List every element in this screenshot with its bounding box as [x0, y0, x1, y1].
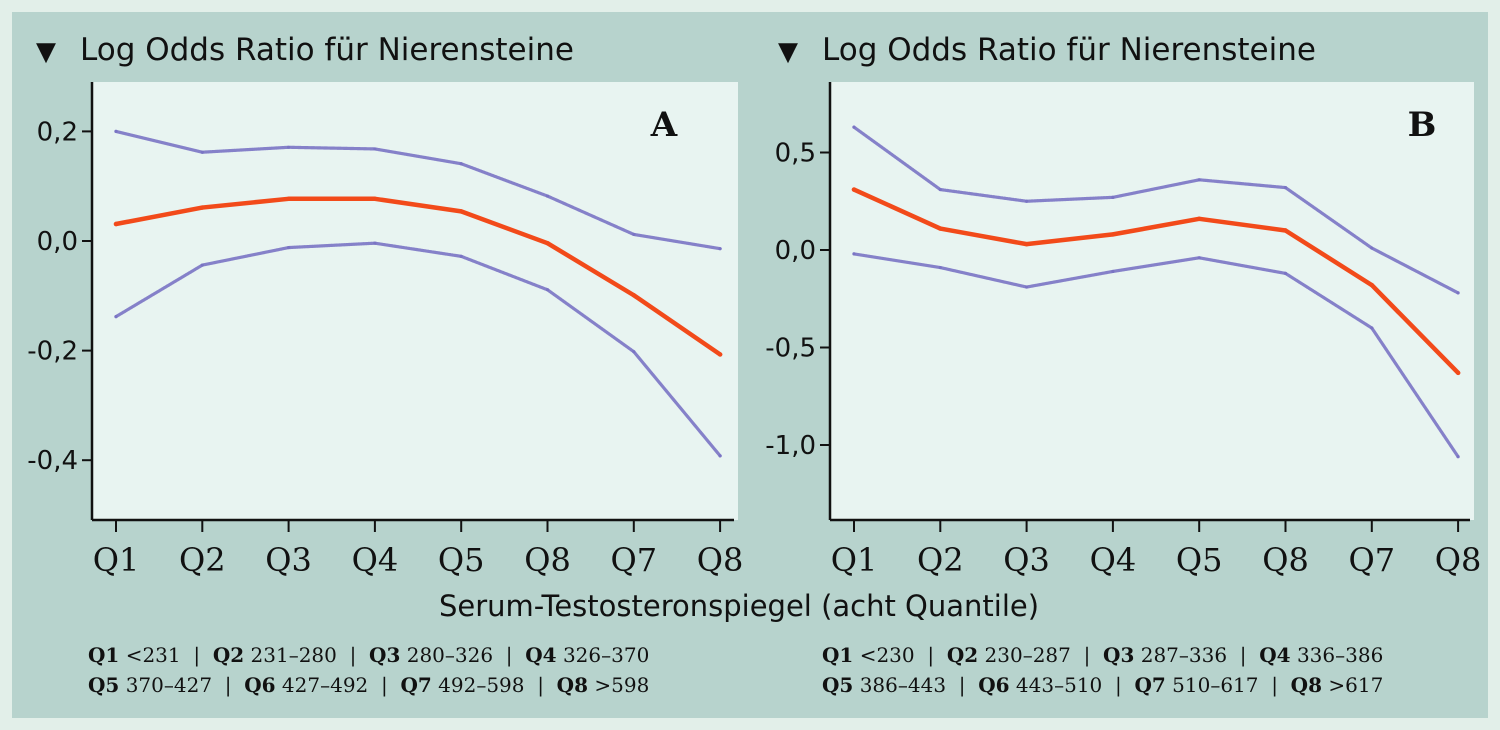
legend-line-1-b: Q1 <230 | Q2 230–287 | Q3 287–336 | Q4 3…: [822, 643, 1384, 667]
x-tick-label-a: Q8: [524, 541, 571, 579]
chart-canvas: ▼ Log Odds Ratio für Nierensteine A 0,2 0,0 -…: [27, 32, 1482, 623]
data-point-lower-a: [718, 454, 722, 458]
data-point-estimate-b: [1455, 370, 1461, 376]
data-point-upper-a: [200, 150, 204, 154]
x-tick-label-a: Q2: [179, 541, 226, 579]
data-point-estimate-b: [1024, 241, 1029, 247]
figure-frame: ▼ Log Odds Ratio für Nierensteine A 0,2 0,0 -…: [12, 12, 1488, 718]
panel-label-a: A: [650, 105, 678, 145]
data-point-upper-b: [1111, 195, 1115, 199]
data-point-lower-b: [1283, 271, 1288, 275]
data-point-upper-b: [1025, 199, 1029, 203]
x-tick-label-b: Q2: [917, 541, 964, 579]
plot-area-b: [830, 82, 1474, 520]
x-tick-label-b: Q1: [831, 541, 878, 579]
data-point-lower-b: [1025, 285, 1029, 289]
y-tick-label-b: 0,5: [775, 139, 816, 169]
x-tick-label-b: Q4: [1090, 541, 1137, 579]
x-tick-label-a: Q1: [93, 541, 140, 579]
data-point-estimate-a: [717, 352, 723, 357]
x-tick-label-b: Q5: [1176, 541, 1223, 579]
data-point-lower-b: [1197, 256, 1201, 260]
data-point-lower-a: [287, 245, 291, 250]
triangle-marker-a: ▼: [36, 37, 56, 67]
series-line-estimate-a: [113, 196, 723, 357]
x-tick-label-b: Q8: [1435, 541, 1482, 579]
data-point-lower-a: [459, 254, 463, 258]
panel-title-a: Log Odds Ratio für Nierensteine: [80, 32, 574, 68]
x-tick-label-a: Q8: [697, 541, 744, 579]
data-point-lower-a: [545, 288, 550, 292]
data-point-upper-b: [1283, 186, 1288, 190]
y-tick-label-a: -0,2: [27, 337, 78, 367]
data-point-upper-a: [632, 232, 636, 237]
data-point-lower-a: [200, 263, 204, 267]
data-point-estimate-a: [372, 196, 378, 202]
y-tick-label-b: -0,5: [765, 334, 816, 364]
data-point-lower-b: [1370, 326, 1374, 330]
data-point-upper-a: [459, 162, 463, 166]
data-point-lower-b: [938, 265, 942, 270]
x-tick-label-a: Q5: [438, 541, 485, 579]
x-tick-label-b: Q7: [1349, 541, 1396, 579]
data-point-estimate-a: [459, 209, 464, 214]
data-point-estimate-b: [851, 187, 857, 192]
data-point-lower-b: [852, 252, 856, 256]
data-point-estimate-a: [200, 205, 205, 210]
triangle-marker-b: ▼: [778, 37, 798, 67]
x-tick-label-b: Q8: [1262, 541, 1309, 579]
data-point-estimate-b: [1283, 228, 1288, 233]
x-axis-title: Serum-Testosteronspiegel (acht Quantile): [439, 589, 1039, 623]
data-point-estimate-a: [286, 196, 291, 202]
data-point-estimate-b: [1369, 282, 1375, 288]
legend-line-2-b: Q5 386–443 | Q6 443–510 | Q7 510–617 | Q…: [822, 673, 1384, 697]
data-point-lower-a: [373, 241, 377, 245]
legend-quantiles-a: Q1 <231 | Q2 231–280 | Q3 280–326 | Q4 3…: [88, 640, 649, 700]
series-line-lower-b: [852, 252, 1460, 459]
legend-line-2-a: Q5 370–427 | Q6 427–492 | Q7 492–598 | Q…: [88, 673, 650, 697]
data-point-estimate-b: [1110, 232, 1116, 237]
data-point-lower-a: [114, 315, 118, 319]
data-point-estimate-a: [631, 293, 636, 298]
data-point-upper-a: [114, 129, 118, 133]
data-point-upper-b: [1197, 178, 1201, 182]
legend-line-1-a: Q1 <231 | Q2 231–280 | Q3 280–326 | Q4 3…: [88, 643, 650, 667]
series-line-estimate-b: [851, 187, 1461, 376]
data-point-lower-b: [1456, 455, 1460, 459]
data-point-upper-b: [938, 187, 942, 192]
legend-quantiles-b: Q1 <230 | Q2 230–287 | Q3 287–336 | Q4 3…: [822, 640, 1383, 700]
data-point-upper-b: [1456, 291, 1460, 295]
data-point-estimate-b: [938, 226, 943, 231]
data-point-upper-a: [373, 147, 377, 151]
data-point-upper-a: [718, 247, 722, 251]
data-point-upper-a: [287, 145, 291, 149]
y-tick-label-b: 0,0: [775, 236, 816, 266]
y-tick-label-a: 0,0: [37, 227, 78, 257]
data-point-lower-a: [632, 350, 636, 354]
data-point-estimate-a: [113, 221, 119, 227]
data-point-upper-b: [852, 125, 856, 129]
x-tick-label-b: Q3: [1003, 541, 1050, 579]
panel-label-b: B: [1408, 105, 1437, 145]
panel-title-b: Log Odds Ratio für Nierensteine: [822, 32, 1316, 68]
series-line-lower-a: [114, 241, 722, 458]
x-tick-label-a: Q7: [611, 541, 658, 579]
y-tick-label-a: -0,4: [27, 446, 78, 476]
series-line-upper-a: [114, 129, 722, 251]
series-line-upper-b: [852, 125, 1460, 295]
data-point-estimate-b: [1197, 216, 1202, 221]
data-point-lower-b: [1111, 269, 1115, 274]
data-point-estimate-a: [545, 240, 550, 246]
x-tick-label-a: Q4: [352, 541, 399, 579]
x-tick-label-a: Q3: [265, 541, 312, 579]
data-point-upper-a: [545, 194, 550, 198]
y-tick-label-b: -1,0: [765, 431, 816, 461]
data-point-upper-b: [1370, 246, 1374, 250]
y-tick-label-a: 0,2: [37, 117, 78, 147]
